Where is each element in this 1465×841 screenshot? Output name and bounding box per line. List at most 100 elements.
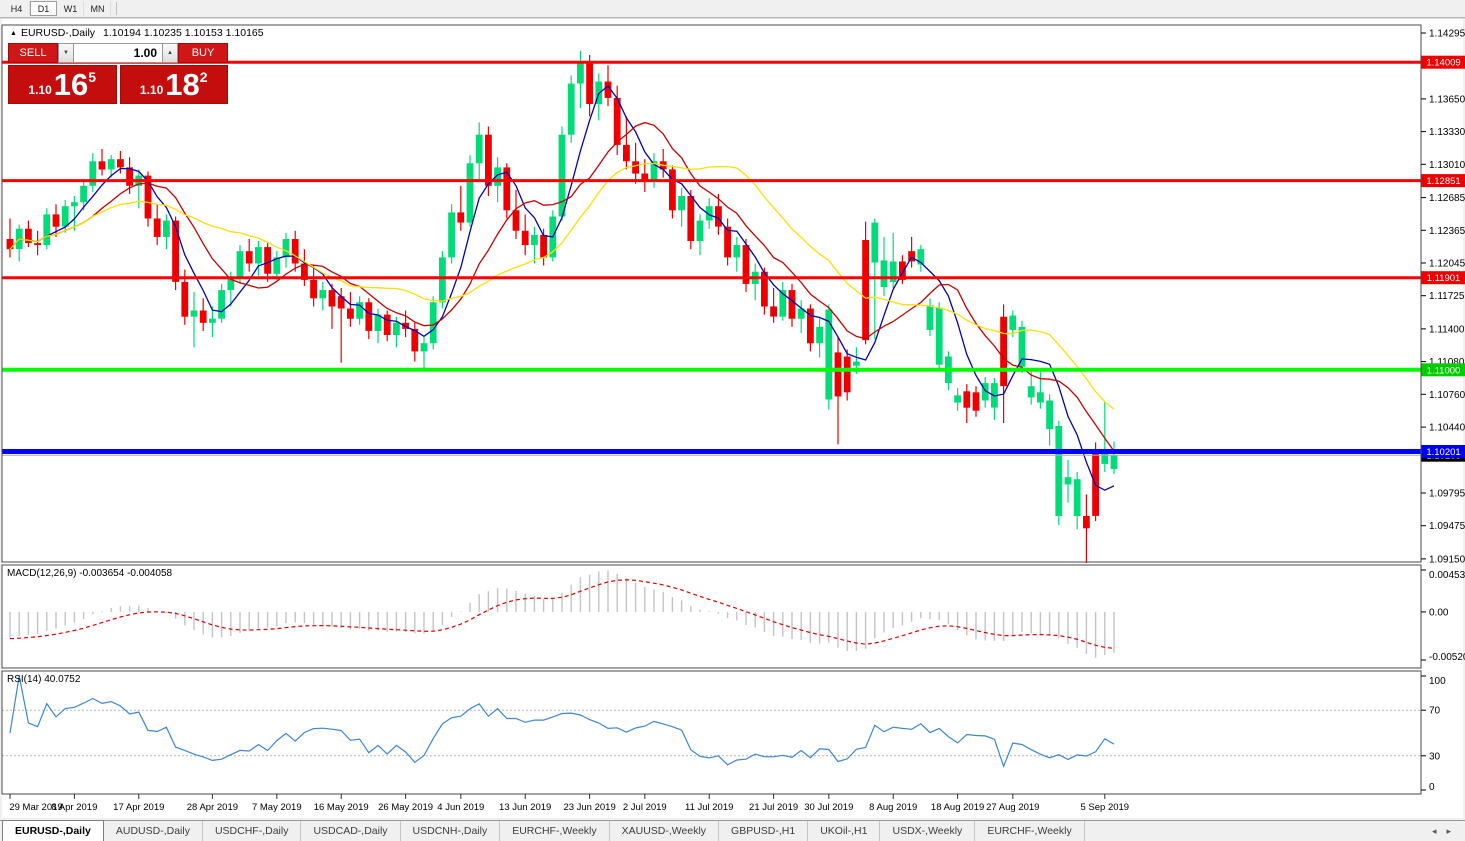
chart-tab-4[interactable]: USDCNH-,Daily (401, 821, 501, 841)
chart-tab-3[interactable]: USDCAD-,Daily (301, 821, 401, 841)
svg-text:1.10760: 1.10760 (1429, 390, 1465, 401)
ma-mid-line (9, 121, 1115, 452)
toolbar-separator (116, 2, 117, 15)
chart-title: ▲ EURUSD-,Daily 1.10194 1.10235 1.10153 1.… (10, 27, 264, 39)
svg-text:-0.005205: -0.005205 (1429, 652, 1465, 663)
svg-text:1.12365: 1.12365 (1429, 226, 1465, 237)
svg-text:8 Aug 2019: 8 Aug 2019 (869, 802, 917, 813)
sell-price-prefix: 1.10 (28, 83, 52, 97)
timeframe-button-W1[interactable]: W1 (57, 1, 84, 16)
svg-text:1.09475: 1.09475 (1429, 521, 1465, 532)
chart-tab-10[interactable]: EURCHF-,Weekly (975, 821, 1085, 841)
svg-text:1.09150: 1.09150 (1429, 554, 1465, 565)
chart-tab-9[interactable]: USDX-,Weekly (880, 821, 976, 841)
svg-text:1.14009: 1.14009 (1426, 58, 1460, 69)
chart-tab-7[interactable]: GBPUSD-,H1 (719, 821, 809, 841)
svg-text:8 Apr 2019: 8 Apr 2019 (51, 802, 97, 813)
macd-signal-line (9, 579, 1115, 649)
macd-pane: 0.004536 0.00 -0.005205 (1, 564, 1465, 669)
volume-increase-button[interactable]: ▲ (162, 43, 178, 63)
chart-tab-0[interactable]: EURUSD-,Daily (2, 820, 104, 841)
chart-tab-6[interactable]: XAUUSD-,Weekly (610, 821, 720, 841)
svg-text:23 Jun 2019: 23 Jun 2019 (563, 802, 615, 813)
svg-text:29 Mar 2019: 29 Mar 2019 (9, 802, 62, 813)
svg-text:1.11400: 1.11400 (1429, 324, 1465, 335)
timeframe-toolbar: H4 D1 W1 MN (0, 0, 1465, 18)
svg-text:1.10440: 1.10440 (1429, 423, 1465, 434)
collapse-chart-icon[interactable]: ▲ (10, 30, 17, 37)
timeframe-button-D1[interactable]: D1 (30, 1, 57, 16)
svg-text:1.09795: 1.09795 (1429, 489, 1465, 500)
buy-price-sup: 2 (199, 69, 208, 85)
price-badge-1.11000 (1421, 363, 1465, 377)
price-badge-1.14009 (1421, 55, 1465, 69)
level-lines (2, 60, 1421, 456)
svg-text:1.12851: 1.12851 (1426, 176, 1460, 187)
macd-indicator-label: MACD(12,26,9) -0.003654 -0.004058 (7, 568, 173, 579)
chart-ohlc-values: 1.10194 1.10235 1.10153 1.10165 (103, 27, 264, 39)
timeframe-button-H4[interactable]: H4 (3, 1, 30, 16)
chart-tab-bar: EURUSD-,Daily AUDUSD-,Daily USDCHF-,Daily U… (0, 820, 1465, 841)
svg-text:26 May 2019: 26 May 2019 (378, 802, 433, 813)
price-badge-1.10201 (1421, 445, 1465, 458)
svg-text:0: 0 (1429, 782, 1435, 793)
svg-text:1.12685: 1.12685 (1429, 193, 1465, 204)
price-badge-1.12851 (1421, 174, 1465, 188)
svg-text:1.13650: 1.13650 (1429, 94, 1465, 105)
rsi-pane: 100 70 30 0 (1, 670, 1446, 795)
svg-text:17 Apr 2019: 17 Apr 2019 (113, 802, 164, 813)
moving-averages (9, 85, 1115, 491)
volume-input[interactable] (74, 43, 162, 63)
chart-tab-2[interactable]: USDCHF-,Daily (203, 821, 302, 841)
chart-symbol-label: EURUSD-,Daily (20, 27, 96, 39)
svg-text:100: 100 (1429, 676, 1446, 687)
svg-text:30: 30 (1429, 751, 1441, 762)
svg-text:0.00: 0.00 (1429, 607, 1449, 618)
tab-scroll-left-icon[interactable]: ◂ (1431, 825, 1437, 836)
sell-button[interactable]: SELL (8, 43, 58, 63)
one-click-trade-panel: SELL ▼ ▲ BUY 1.10 16 5 1.10 18 2 (8, 43, 228, 104)
svg-text:28 Apr 2019: 28 Apr 2019 (187, 802, 238, 813)
buy-price-big: 18 (165, 66, 200, 102)
price-axis: 1.14295 1.13650 1.13330 1.13010 1.12685 1.123… (1421, 29, 1465, 565)
sell-price-big: 16 (53, 66, 89, 102)
svg-text:7 May 2019: 7 May 2019 (252, 802, 302, 813)
main-pane-border (1, 24, 1422, 563)
svg-text:27 Aug 2019: 27 Aug 2019 (986, 802, 1039, 813)
chart-tab-8[interactable]: UKOil-,H1 (808, 821, 881, 841)
svg-text:21 Jul 2019: 21 Jul 2019 (749, 802, 798, 813)
svg-text:0.004536: 0.004536 (1429, 570, 1465, 581)
svg-text:5 Sep 2019: 5 Sep 2019 (1080, 802, 1129, 813)
svg-text:4 Jun 2019: 4 Jun 2019 (437, 802, 484, 813)
buy-price-prefix: 1.10 (139, 83, 164, 97)
timeframe-button-MN[interactable]: MN (84, 1, 111, 16)
chart-tab-5[interactable]: EURCHF-,Weekly (500, 821, 610, 841)
svg-text:16 May 2019: 16 May 2019 (314, 802, 369, 813)
svg-text:1.14295: 1.14295 (1429, 29, 1465, 40)
svg-text:1.11725: 1.11725 (1429, 291, 1465, 302)
ma-slow-line (9, 162, 1115, 410)
svg-text:18 Aug 2019: 18 Aug 2019 (931, 802, 984, 813)
buy-price-box[interactable]: 1.10 18 2 (119, 65, 228, 104)
rsi-line (9, 675, 1115, 769)
svg-text:1.13010: 1.13010 (1429, 160, 1465, 171)
tab-scroll-right-icon[interactable]: ▸ (1446, 825, 1451, 836)
svg-text:1.13330: 1.13330 (1429, 127, 1465, 138)
chart-canvas[interactable]: 1.14295 1.13650 1.13330 1.13010 1.12685 1.123… (0, 0, 1465, 820)
svg-text:30 Jul 2019: 30 Jul 2019 (804, 802, 853, 813)
svg-text:1.11080: 1.11080 (1429, 357, 1465, 368)
svg-text:11 Jul 2019: 11 Jul 2019 (685, 802, 733, 813)
svg-text:70: 70 (1429, 706, 1441, 717)
tab-scroll-nav: ◂ ▸ (1432, 821, 1465, 841)
buy-button[interactable]: BUY (178, 43, 228, 63)
sell-price-box[interactable]: 1.10 16 5 (8, 65, 117, 104)
candles-layer (6, 50, 1118, 563)
volume-decrease-button[interactable]: ▼ (58, 43, 74, 63)
chart-tab-1[interactable]: AUDUSD-,Daily (104, 821, 203, 841)
svg-text:1.11901: 1.11901 (1427, 273, 1461, 284)
sell-price-sup: 5 (88, 69, 97, 85)
svg-text:1.10201: 1.10201 (1426, 447, 1460, 458)
svg-text:1.11000: 1.11000 (1427, 365, 1461, 376)
svg-text:1.12045: 1.12045 (1429, 259, 1465, 270)
